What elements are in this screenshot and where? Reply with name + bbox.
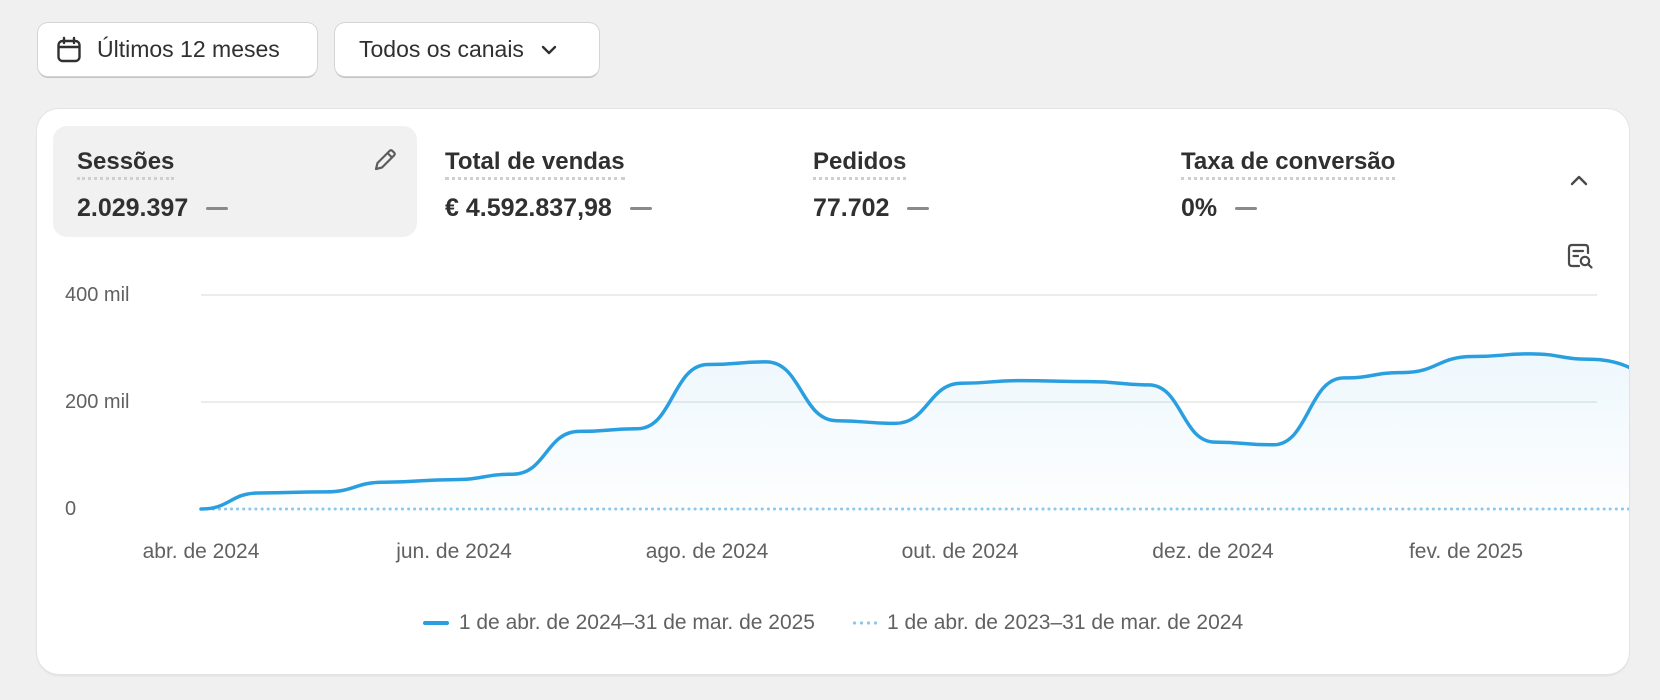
y-tick-label: 200 mil: [65, 391, 130, 413]
comparison-dash: [907, 207, 930, 211]
x-tick-label: ago. de 2024: [645, 540, 769, 563]
calendar-icon: [57, 36, 81, 62]
report-search-icon[interactable]: [1565, 241, 1595, 271]
date-range-label: Últimos 12 meses: [97, 36, 280, 62]
analytics-card: Sessões 2.029.397 Total de vendas € 4.59…: [37, 109, 1629, 674]
legend-label: 1 de abr. de 2024–31 de mar. de 2025: [458, 611, 815, 634]
legend-label: 1 de abr. de 2023–31 de mar. de 2024: [887, 611, 1244, 634]
metric-tile-conversion-rate[interactable]: Taxa de conversão 0%: [1157, 126, 1521, 237]
comparison-dash: [206, 207, 229, 211]
metric-value: 77.702: [813, 194, 890, 223]
metric-label[interactable]: Taxa de conversão: [1181, 148, 1396, 181]
x-tick-label: dez. de 2024: [1152, 540, 1274, 563]
date-range-button[interactable]: Últimos 12 meses: [38, 23, 317, 76]
x-tick-label: jun. de 2024: [396, 540, 512, 563]
x-tick-label: abr. de 2024: [142, 540, 260, 563]
x-tick-label: out. de 2024: [901, 540, 1019, 563]
comparison-dash: [629, 207, 652, 211]
legend-swatch-dotted: [851, 621, 877, 625]
y-tick-label: 400 mil: [65, 284, 130, 306]
metric-label[interactable]: Sessões: [77, 148, 175, 181]
legend-item-current[interactable]: 1 de abr. de 2024–31 de mar. de 2025: [422, 611, 815, 635]
metric-value: 2.029.397: [77, 194, 189, 223]
metric-tile-total-sales[interactable]: Total de vendas € 4.592.837,98: [421, 126, 785, 237]
chevron-up-icon[interactable]: [1567, 169, 1591, 193]
metric-label[interactable]: Total de vendas: [445, 148, 625, 181]
metric-label[interactable]: Pedidos: [813, 148, 907, 181]
pencil-icon[interactable]: [371, 146, 399, 174]
x-tick-label: fev. de 2025: [1408, 540, 1524, 563]
channel-filter-button[interactable]: Todos os canais: [335, 23, 599, 76]
channel-filter-label: Todos os canais: [359, 36, 524, 62]
comparison-dash: [1235, 207, 1258, 211]
legend-swatch-solid: [422, 621, 449, 625]
metric-value: 0%: [1181, 194, 1218, 223]
line-chart: [199, 294, 1629, 511]
metric-value: € 4.592.837,98: [445, 194, 612, 223]
series-line-current: [199, 352, 1629, 511]
y-tick-label: 0: [65, 498, 77, 520]
metric-tile-orders[interactable]: Pedidos 77.702: [789, 126, 1153, 237]
chart-legend: 1 de abr. de 2024–31 de mar. de 2025 1 d…: [37, 611, 1629, 635]
chevron-down-icon: [541, 45, 557, 54]
metric-tile-sessions[interactable]: Sessões 2.029.397: [53, 126, 417, 237]
legend-item-previous[interactable]: 1 de abr. de 2023–31 de mar. de 2024: [851, 611, 1243, 635]
series-area-current: [201, 353, 1629, 509]
